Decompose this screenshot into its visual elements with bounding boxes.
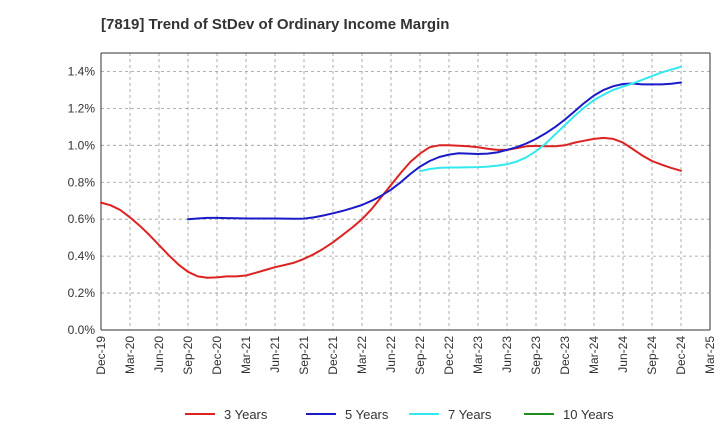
y-tick-label: 0.0%	[68, 323, 96, 337]
y-tick-label: 0.4%	[68, 249, 96, 263]
x-tick-label: Dec-23	[558, 336, 572, 375]
x-tick-label: Sep-21	[297, 336, 311, 375]
x-tick-label: Mar-24	[587, 336, 601, 374]
legend-label: 5 Years	[345, 407, 389, 422]
y-axis-ticks: 0.0% 0.2% 0.4% 0.6% 0.8% 1.0% 1.2% 1.4%	[68, 64, 96, 337]
series-line-2	[419, 65, 682, 173]
x-tick-label: Sep-24	[645, 336, 659, 375]
x-tick-label: Dec-19	[94, 336, 108, 375]
legend-label: 7 Years	[448, 407, 492, 422]
x-tick-label: Sep-23	[529, 336, 543, 375]
legend: 3 Years 5 Years 7 Years 10 Years	[185, 407, 614, 422]
x-tick-label: Jun-21	[268, 336, 282, 373]
x-tick-label: Mar-22	[355, 336, 369, 374]
y-tick-label: 1.2%	[68, 101, 96, 115]
series-line-1	[187, 81, 682, 221]
y-tick-label: 0.6%	[68, 212, 96, 226]
x-axis-ticks: Dec-19 Mar-20 Jun-20 Sep-20 Dec-20 Mar-21 Jun-…	[94, 336, 717, 375]
x-tick-label: Dec-24	[674, 336, 688, 375]
x-tick-label: Mar-23	[471, 336, 485, 374]
legend-label: 10 Years	[563, 407, 614, 422]
x-tick-label: Mar-25	[703, 336, 717, 374]
x-tick-label: Dec-20	[210, 336, 224, 375]
x-tick-label: Dec-22	[442, 336, 456, 375]
x-tick-label: Jun-20	[152, 336, 166, 373]
y-tick-label: 0.2%	[68, 286, 96, 300]
grid-lines	[101, 53, 710, 330]
axes	[100, 52, 711, 331]
y-tick-label: 1.0%	[68, 138, 96, 152]
x-tick-label: Jun-22	[384, 336, 398, 373]
x-tick-label: Sep-20	[181, 336, 195, 375]
x-tick-label: Dec-21	[326, 336, 340, 375]
legend-label: 3 Years	[224, 407, 268, 422]
x-tick-label: Mar-21	[239, 336, 253, 374]
y-tick-label: 0.8%	[68, 175, 96, 189]
chart-title: [7819] Trend of StDev of Ordinary Income…	[101, 16, 449, 33]
series-line-0	[100, 136, 682, 279]
series-lines	[100, 65, 682, 279]
y-tick-label: 1.4%	[68, 64, 96, 78]
x-tick-label: Sep-22	[413, 336, 427, 375]
x-tick-label: Jun-24	[616, 336, 630, 373]
x-tick-label: Mar-20	[123, 336, 137, 374]
x-tick-label: Jun-23	[500, 336, 514, 373]
